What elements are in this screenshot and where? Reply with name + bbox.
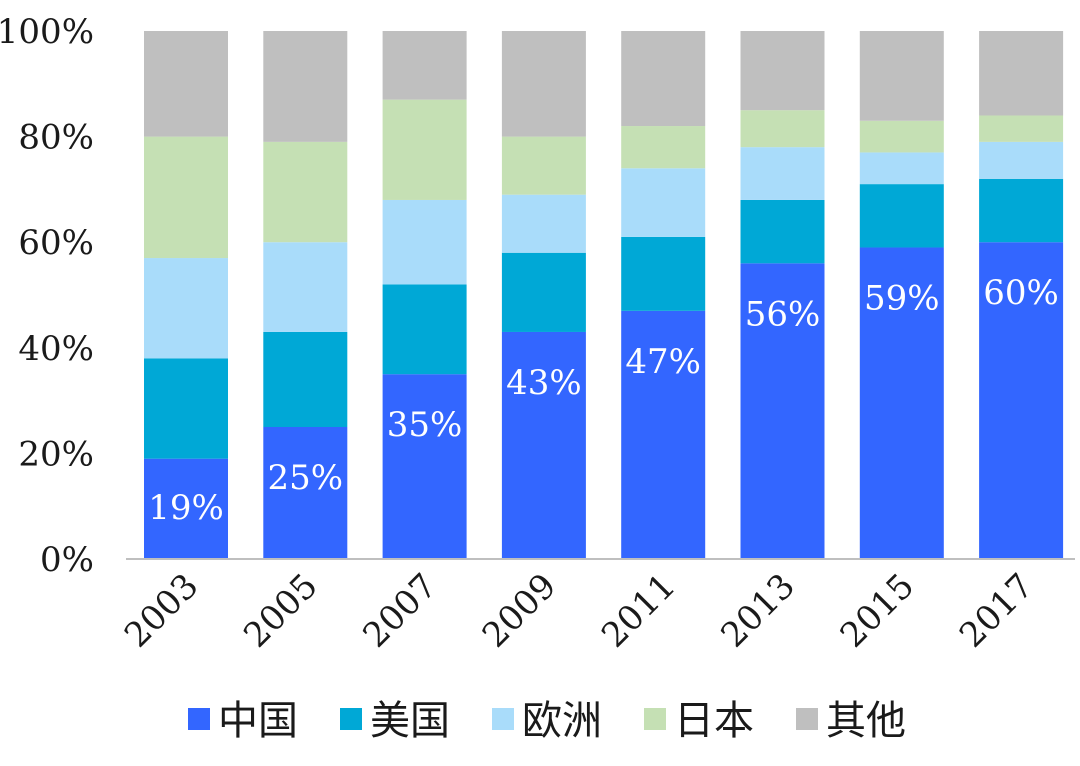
bar-segment-2009-欧洲: [501, 194, 586, 253]
bar-segment-2011-日本: [621, 126, 706, 169]
legend-item-其他: 其他: [796, 698, 906, 744]
legend-swatch: [492, 708, 514, 730]
bar-segment-2007-日本: [382, 99, 467, 200]
data-label-2017: 60%: [983, 273, 1059, 313]
y-tick-label: 100%: [0, 12, 94, 52]
data-label-2009: 43%: [506, 363, 582, 403]
bar-segment-2005-日本: [263, 141, 348, 243]
bar-segment-2017-日本: [979, 115, 1064, 142]
bar-segment-2017-其他: [979, 31, 1064, 116]
bar-segment-2017-美国: [979, 178, 1064, 243]
legend-item-欧洲: 欧洲: [492, 698, 602, 744]
bar-segment-2007-美国: [382, 284, 467, 375]
bar-segment-2005-其他: [263, 31, 348, 142]
bar-segment-2013-中国: [740, 263, 825, 559]
data-label-2007: 35%: [387, 405, 463, 445]
bar-segment-2015-其他: [859, 31, 944, 121]
bar-segment-2003-美国: [144, 358, 228, 459]
y-tick-label: 0%: [40, 540, 94, 580]
x-tick-label: 2013: [713, 566, 802, 655]
bar-segment-2009-其他: [501, 31, 586, 137]
bar-segment-2015-日本: [859, 120, 944, 153]
data-label-2013: 56%: [745, 294, 821, 334]
x-tick-label: 2005: [236, 566, 325, 655]
bar-segment-2015-欧洲: [859, 152, 944, 185]
legend-swatch: [340, 708, 362, 730]
legend-swatch: [644, 708, 666, 730]
bar-segment-2009-中国: [501, 331, 586, 559]
bar-segment-2005-欧洲: [263, 242, 348, 332]
x-tick-label: 2011: [594, 566, 683, 655]
legend-item-美国: 美国: [340, 698, 450, 744]
bar-segment-2017-欧洲: [979, 141, 1064, 179]
bar-segment-2003-日本: [144, 136, 228, 259]
legend-swatch: [796, 708, 818, 730]
y-tick-label: 40%: [18, 329, 94, 369]
bar-segment-2009-美国: [501, 252, 586, 332]
x-tick-label: 2007: [355, 566, 444, 655]
data-label-2005: 25%: [268, 458, 344, 498]
legend-label: 欧洲: [522, 698, 602, 744]
bar-segment-2003-其他: [144, 31, 228, 137]
plot-area: [144, 31, 1064, 560]
legend: 中国 美国 欧洲 日本 其他: [188, 698, 906, 744]
y-tick-label: 60%: [18, 223, 94, 263]
bar-segment-2013-日本: [740, 110, 825, 148]
bar-segment-2011-美国: [621, 236, 706, 311]
data-label-2003: 19%: [148, 488, 224, 528]
legend-swatch: [188, 708, 210, 730]
bar-segment-2007-中国: [382, 374, 467, 559]
bar-segment-2013-欧洲: [740, 147, 825, 200]
y-tick-label: 20%: [18, 434, 94, 474]
bar-segment-2011-中国: [621, 310, 706, 559]
bar-segment-2015-美国: [859, 184, 944, 248]
y-axis: 0% 20% 40% 60% 80% 100%: [0, 12, 94, 580]
x-tick-label: 2003: [117, 566, 206, 655]
x-tick-label: 2017: [952, 566, 1041, 655]
legend-item-中国: 中国: [188, 698, 298, 744]
data-labels: 19% 25% 35% 43% 47% 56% 59% 60%: [148, 273, 1059, 528]
bar-segment-2013-其他: [740, 31, 825, 111]
x-tick-label: 2009: [475, 566, 564, 655]
x-tick-label: 2015: [833, 566, 922, 655]
bar-segment-2011-其他: [621, 31, 706, 127]
bar-segment-2013-美国: [740, 199, 825, 264]
legend-item-日本: 日本: [644, 698, 754, 744]
legend-label: 日本: [674, 698, 754, 744]
legend-label: 美国: [370, 698, 450, 744]
bar-segment-2005-中国: [263, 427, 348, 559]
bar-segment-2017-中国: [979, 242, 1064, 559]
bar-segment-2015-中国: [859, 247, 944, 560]
bar-segment-2005-美国: [263, 331, 348, 427]
x-axis: 2003 2005 2007 2009 2011 2013 2015 2017: [117, 566, 1042, 655]
data-label-2015: 59%: [864, 278, 940, 318]
bar-segment-2011-欧洲: [621, 168, 706, 237]
bar-segment-2007-欧洲: [382, 199, 467, 285]
bar-segment-2003-中国: [144, 458, 228, 559]
bar-segment-2003-欧洲: [144, 258, 228, 359]
bar-segment-2009-日本: [501, 136, 586, 195]
legend-label: 其他: [826, 698, 906, 744]
data-label-2011: 47%: [625, 342, 701, 382]
y-tick-label: 80%: [18, 118, 94, 158]
legend-label: 中国: [218, 698, 298, 744]
bar-segment-2007-其他: [382, 31, 467, 100]
